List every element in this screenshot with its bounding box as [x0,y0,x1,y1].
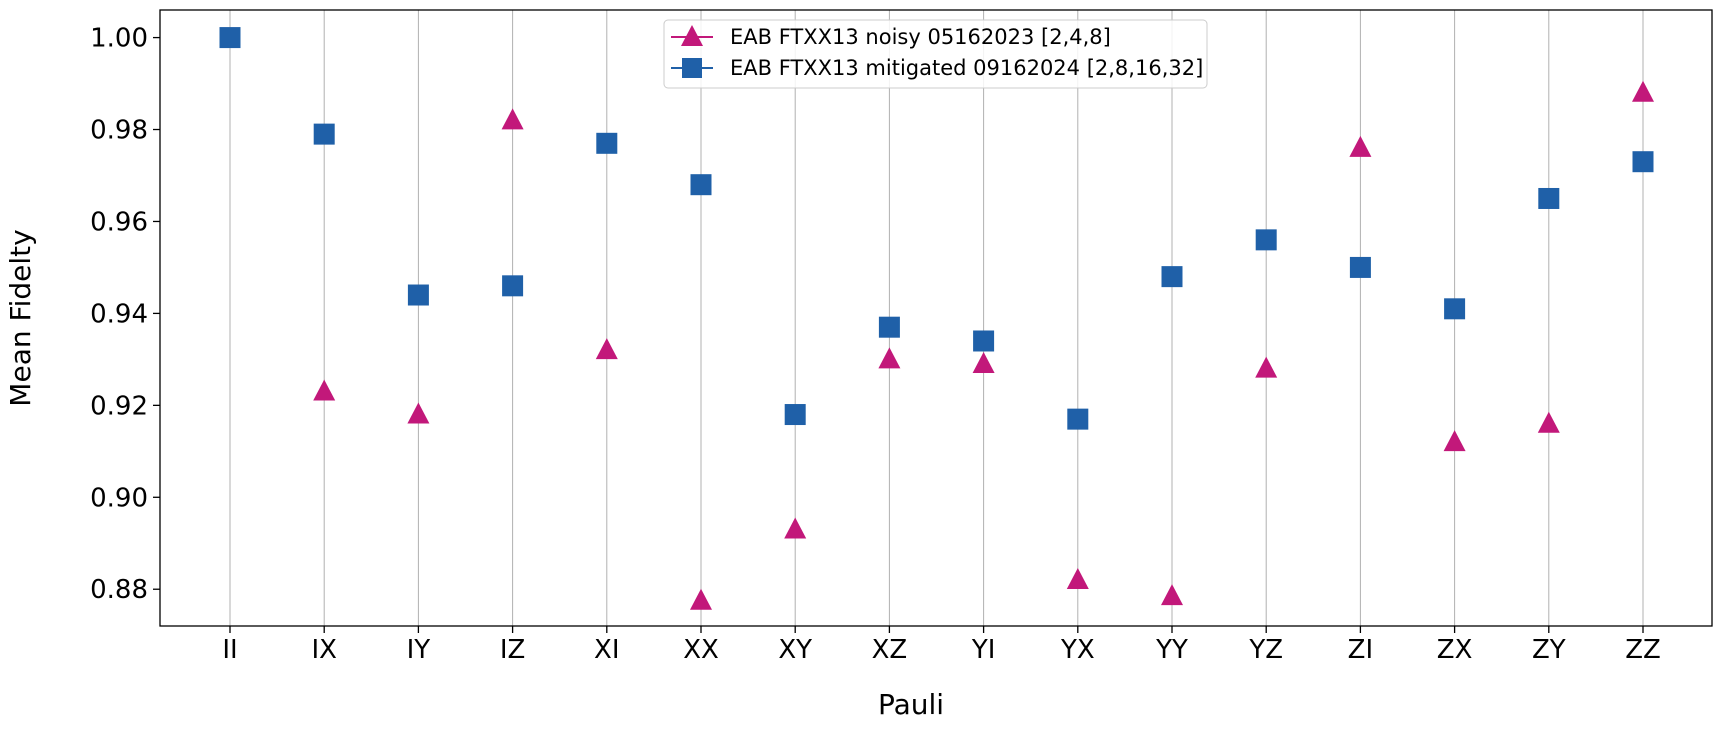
grid-lines [229,10,1644,626]
triangle-point-YI [972,351,995,373]
square-point-IZ [502,275,524,297]
y-tick-label: 0.90 [90,483,148,513]
x-axis-ticks: II IX IY IZ XI XX XY XZ YI YX YY YZ ZI ZX ZY ZZ [222,626,1661,665]
square-point-XI [596,132,618,154]
legend-triangle-icon [681,25,703,46]
legend-box [663,19,1208,89]
x-tick-label: XY [778,635,812,665]
triangle-point-XY [784,517,807,539]
triangle-point-IZ [501,108,524,130]
triangle-point-XZ [878,347,901,369]
y-tick-label: 0.96 [90,207,148,237]
plot-area-frame [159,9,1713,627]
square-point-ZI [1349,256,1371,278]
triangle-point-ZX [1443,430,1466,452]
square-point-II [219,27,241,49]
y-tick-label: 0.88 [90,575,148,605]
triangle-point-IY [407,402,430,424]
x-tick-label: YY [1155,635,1188,665]
data-points [219,27,1654,610]
square-point-IX [313,123,335,145]
x-tick-label: XX [683,635,719,665]
square-point-XX [690,174,712,196]
x-tick-label: ZX [1437,635,1473,665]
triangle-point-ZI [1349,135,1372,157]
x-tick-label: IZ [500,635,525,665]
square-point-XZ [878,316,900,338]
y-tick-label: 0.94 [90,299,148,329]
legend-noisy-label: EAB FTXX13 noisy 05162023 [2,4,8] [730,25,1111,49]
x-tick-label: YZ [1248,635,1283,665]
square-point-YY [1161,266,1183,288]
legend: EAB FTXX13 noisy 05162023 [2,4,8] EAB FT… [663,19,1208,89]
triangle-point-XX [690,588,712,610]
square-point-YI [973,330,995,352]
y-axis-ticks: 0.88 0.90 0.92 0.94 0.96 0.98 1.00 [90,24,160,605]
x-tick-label: IY [407,635,431,665]
y-tick-label: 1.00 [90,24,148,54]
square-point-ZY [1538,187,1560,209]
square-point-XY [784,404,806,426]
legend-mitigated-label: EAB FTXX13 mitigated 09162024 [2,8,16,32… [730,56,1203,80]
x-axis-label: Pauli [878,688,944,721]
x-tick-label: ZY [1532,635,1566,665]
square-point-YZ [1255,229,1277,251]
x-tick-label: XZ [872,635,908,665]
x-tick-label: YX [1060,635,1095,665]
x-tick-label: YI [971,635,996,665]
square-point-IY [407,284,429,306]
x-tick-label: ZI [1348,635,1373,665]
triangle-point-YY [1161,584,1183,606]
y-tick-label: 0.98 [90,116,148,146]
x-tick-label: ZZ [1625,635,1661,665]
triangle-point-IX [313,379,336,401]
x-tick-label: XI [594,635,619,665]
square-point-YX [1067,408,1089,430]
triangle-point-YX [1066,568,1089,590]
triangle-point-XI [595,338,618,360]
x-tick-label: IX [311,635,336,665]
square-point-ZX [1444,298,1466,320]
triangle-point-ZY [1537,411,1560,433]
triangle-point-ZZ [1632,80,1654,102]
x-tick-label: II [222,635,237,665]
legend-square-icon [682,58,702,78]
y-axis-label: Mean Fidelty [4,229,37,406]
y-tick-label: 0.92 [90,391,148,421]
square-point-ZZ [1632,151,1654,173]
triangle-point-YZ [1255,356,1278,378]
